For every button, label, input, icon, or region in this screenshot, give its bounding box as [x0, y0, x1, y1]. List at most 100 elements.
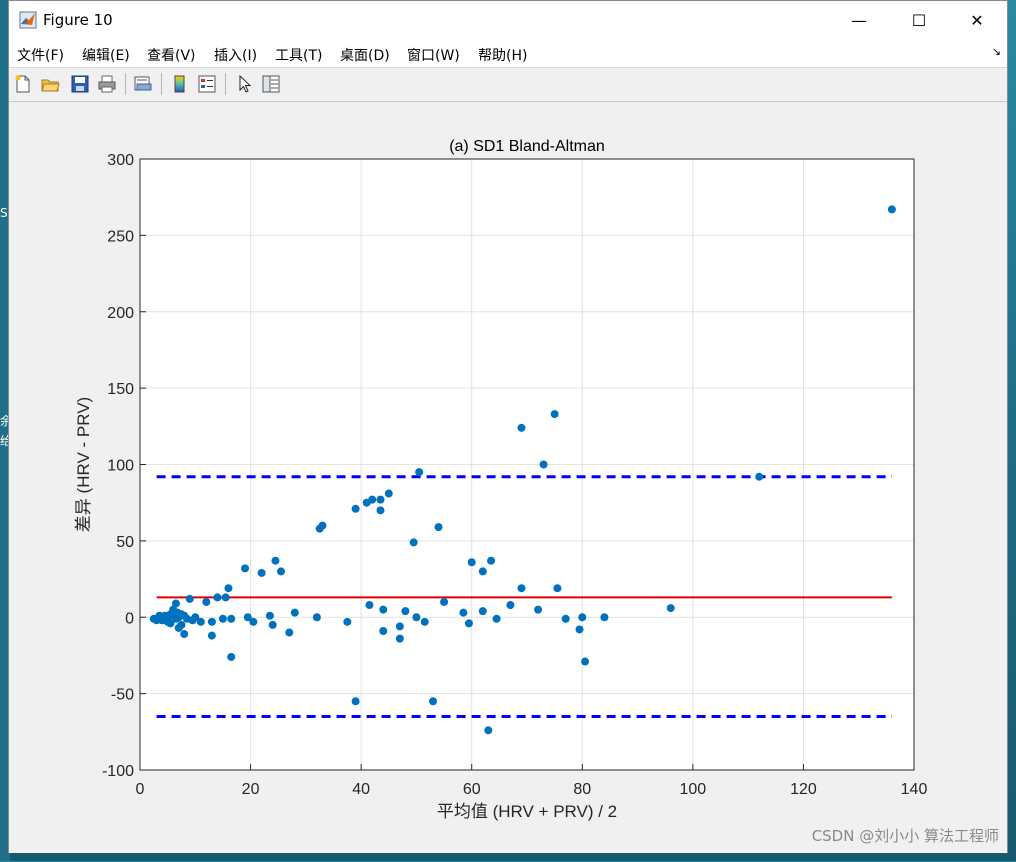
maximize-button[interactable]: ☐	[911, 10, 927, 30]
data-point	[553, 584, 562, 593]
data-point	[517, 584, 526, 593]
open-file-icon[interactable]	[40, 74, 60, 94]
data-point	[395, 634, 404, 643]
data-point	[166, 619, 175, 628]
data-point	[395, 622, 404, 631]
data-point	[379, 626, 388, 635]
x-tick-label: 140	[901, 781, 928, 798]
data-point	[550, 410, 559, 419]
data-point	[243, 613, 252, 622]
data-point	[401, 607, 410, 616]
y-tick-label: -50	[111, 687, 134, 704]
data-point	[207, 631, 216, 640]
data-point	[376, 495, 385, 504]
data-point	[887, 205, 896, 214]
data-point	[312, 613, 321, 622]
menu-desktop[interactable]: 桌面(D)	[340, 48, 390, 64]
data-point	[185, 594, 194, 603]
data-point	[506, 601, 515, 610]
menu-bar: 文件(F) 编辑(E) 查看(V) 插入(I) 工具(T) 桌面(D) 窗口(W…	[9, 39, 1007, 68]
data-point	[429, 697, 438, 706]
data-point	[755, 472, 764, 481]
y-tick-label: 100	[107, 458, 134, 475]
data-point	[420, 617, 429, 626]
data-point	[440, 597, 449, 606]
pointer-icon[interactable]	[235, 74, 255, 94]
close-button[interactable]: ✕	[970, 10, 984, 30]
legend-icon[interactable]	[197, 74, 217, 94]
data-point	[213, 593, 222, 602]
property-editor-icon[interactable]	[261, 74, 281, 94]
menu-view[interactable]: 查看(V)	[147, 48, 196, 64]
y-tick-label: -100	[102, 763, 134, 780]
data-point	[351, 697, 360, 706]
data-point	[180, 630, 189, 639]
data-point	[467, 558, 476, 567]
data-point	[276, 567, 285, 576]
data-point	[517, 423, 526, 432]
data-point	[478, 567, 487, 576]
x-tick-label: 60	[463, 781, 481, 798]
y-tick-label: 300	[107, 152, 134, 169]
y-tick-label: 250	[107, 228, 134, 245]
print-preview-icon[interactable]	[133, 74, 153, 94]
data-point	[318, 521, 327, 530]
data-point	[249, 617, 258, 626]
x-tick-label: 0	[136, 781, 145, 798]
data-point	[376, 506, 385, 515]
data-point	[227, 614, 236, 623]
print-icon[interactable]	[97, 74, 117, 94]
menu-overflow-icon[interactable]: ↘	[991, 45, 1001, 58]
menu-insert[interactable]: 插入(I)	[214, 48, 258, 64]
toolbar	[9, 68, 1007, 102]
menu-window[interactable]: 窗口(W)	[407, 48, 460, 64]
data-point	[666, 604, 675, 613]
data-point	[578, 613, 587, 622]
y-tick-label: 50	[116, 534, 134, 551]
x-tick-label: 100	[680, 781, 707, 798]
data-point	[534, 605, 543, 614]
minimize-button[interactable]: —	[851, 10, 867, 30]
data-point	[379, 605, 388, 614]
data-point	[224, 584, 233, 593]
data-point	[365, 601, 374, 610]
matlab-logo-icon	[19, 11, 37, 29]
data-point	[575, 625, 584, 634]
data-point	[241, 564, 250, 573]
data-point	[539, 460, 548, 469]
data-point	[600, 613, 609, 622]
data-point	[415, 468, 424, 477]
y-axis-label: 差异 (HRV - PRV)	[74, 397, 93, 532]
save-icon[interactable]	[70, 74, 90, 94]
x-tick-label: 20	[242, 781, 260, 798]
data-point	[409, 538, 418, 547]
data-point	[492, 614, 501, 623]
menu-file[interactable]: 文件(F)	[17, 48, 64, 64]
data-point	[343, 617, 352, 626]
menu-help[interactable]: 帮助(H)	[478, 48, 528, 64]
data-point	[268, 620, 277, 629]
x-axis-label: 平均值 (HRV + PRV) / 2	[437, 802, 617, 821]
data-point	[171, 599, 180, 608]
y-tick-label: 0	[125, 610, 134, 627]
colorbar-icon[interactable]	[170, 74, 190, 94]
data-point	[487, 556, 496, 565]
data-point	[412, 613, 421, 622]
data-point	[218, 614, 227, 623]
x-tick-label: 40	[352, 781, 370, 798]
watermark: CSDN @刘小小 算法工程师	[811, 827, 999, 845]
data-point	[434, 523, 443, 532]
toolbar-separator	[161, 73, 162, 95]
data-point	[227, 652, 236, 661]
x-tick-label: 120	[790, 781, 817, 798]
data-point	[207, 617, 216, 626]
title-bar[interactable]: Figure 10 — ☐ ✕	[9, 1, 1007, 39]
data-point	[459, 608, 468, 617]
menu-tools[interactable]: 工具(T)	[275, 48, 323, 64]
data-point	[561, 614, 570, 623]
data-point	[285, 628, 294, 637]
window-title: Figure 10	[43, 11, 113, 29]
new-figure-icon[interactable]	[13, 74, 33, 94]
menu-edit[interactable]: 编辑(E)	[82, 48, 130, 64]
